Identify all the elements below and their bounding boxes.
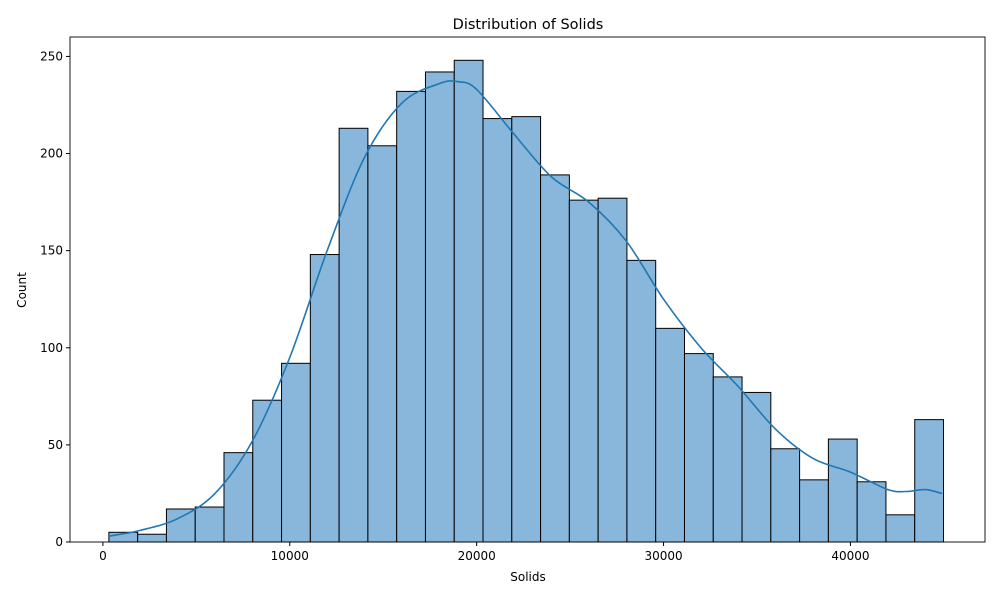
y-axis: 0 50 100 150 200 250 bbox=[40, 49, 70, 549]
histogram-bar bbox=[511, 116, 542, 543]
histogram-bar bbox=[424, 71, 455, 543]
chart-title: Distribution of Solids bbox=[453, 17, 604, 33]
histogram-bar bbox=[885, 514, 916, 543]
y-tick-label: 150 bbox=[40, 244, 63, 258]
histogram-bar bbox=[137, 533, 167, 543]
x-tick-label: 0 bbox=[99, 549, 107, 563]
histogram-bar bbox=[194, 506, 225, 543]
histogram-bar bbox=[712, 376, 743, 543]
x-tick-label: 10000 bbox=[271, 549, 309, 563]
y-tick-label: 50 bbox=[48, 438, 63, 452]
y-axis-label: Count bbox=[15, 272, 29, 308]
histogram-bar bbox=[281, 362, 311, 543]
histogram-bar bbox=[626, 259, 657, 543]
histogram-bar bbox=[367, 145, 398, 543]
histogram-bar bbox=[309, 254, 340, 543]
histogram-bar bbox=[770, 448, 801, 543]
y-tick-label: 100 bbox=[40, 341, 63, 355]
histogram-bar bbox=[568, 199, 599, 543]
x-tick-label: 40000 bbox=[831, 549, 869, 563]
histogram-bar bbox=[655, 327, 685, 543]
histogram-bar bbox=[453, 59, 484, 543]
histogram-bar bbox=[597, 197, 628, 543]
x-axis: 0 10000 20000 30000 40000 bbox=[99, 542, 870, 563]
histogram-bar bbox=[856, 481, 887, 543]
histogram-bar bbox=[482, 118, 513, 543]
histogram-bar bbox=[396, 90, 426, 543]
histogram-bar bbox=[223, 452, 254, 543]
kde-curve bbox=[108, 80, 943, 537]
histogram-bar bbox=[165, 508, 196, 543]
histogram-bar bbox=[683, 353, 714, 543]
histogram-bar bbox=[914, 419, 945, 543]
plot-frame bbox=[69, 36, 986, 543]
y-tick-label: 200 bbox=[40, 147, 63, 161]
histogram-bar bbox=[252, 399, 283, 543]
x-axis-label: Solids bbox=[510, 570, 546, 584]
y-tick-label: 0 bbox=[55, 535, 63, 549]
x-tick-label: 20000 bbox=[458, 549, 496, 563]
y-tick-label: 250 bbox=[40, 49, 63, 63]
histogram-bar bbox=[540, 174, 570, 543]
histogram-bar bbox=[799, 479, 829, 543]
histogram-bar bbox=[827, 438, 858, 543]
histogram-bar bbox=[338, 127, 369, 543]
histogram-bar bbox=[741, 391, 772, 543]
bars-group bbox=[108, 59, 945, 543]
x-tick-label: 30000 bbox=[644, 549, 682, 563]
